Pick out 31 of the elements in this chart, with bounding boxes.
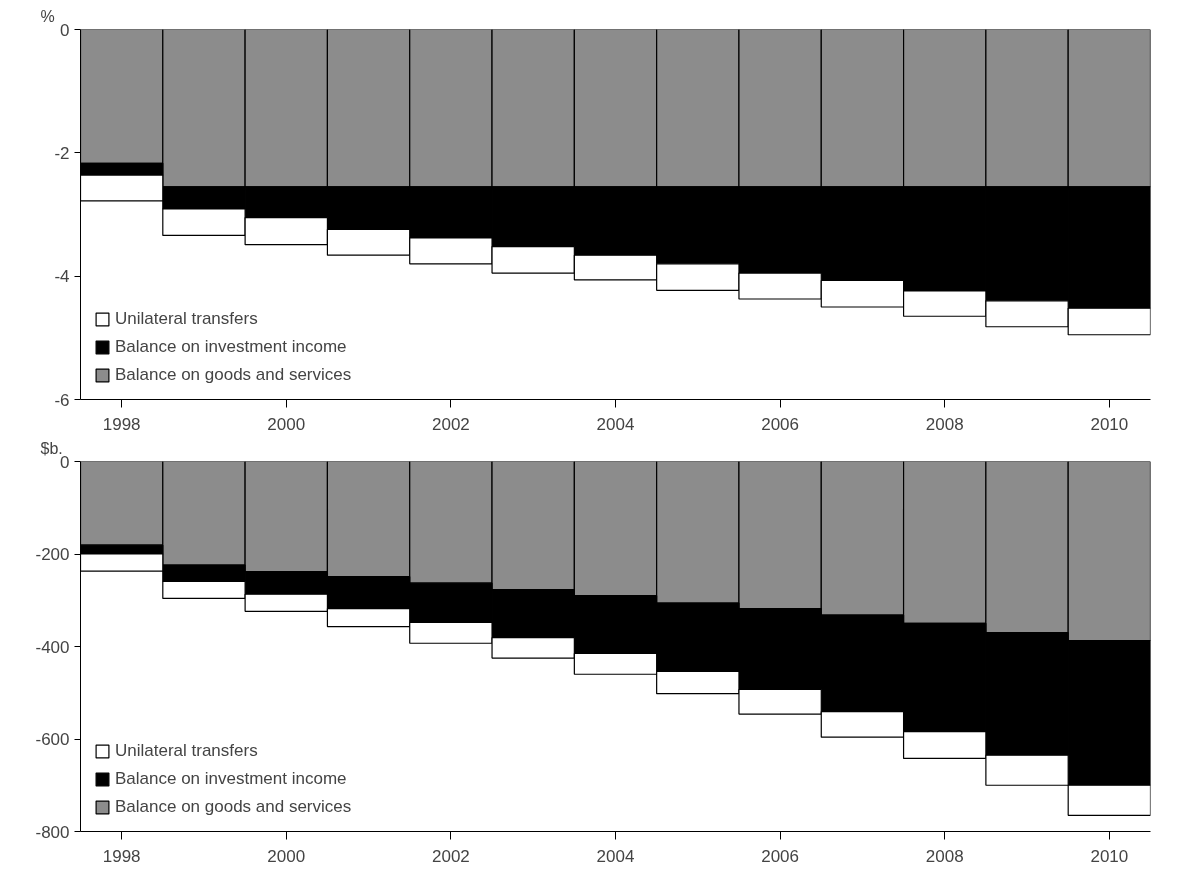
y-axis-title: $b. bbox=[40, 439, 63, 457]
legend-label: Balance on goods and services bbox=[115, 797, 352, 817]
legend-label: Unilateral transfers bbox=[115, 741, 258, 761]
y-tick-label: -6 bbox=[54, 390, 70, 410]
x-tick-label: 2002 bbox=[431, 846, 470, 866]
y-tick-label: 0 bbox=[60, 20, 70, 40]
y-tick-label: -600 bbox=[35, 730, 70, 749]
y-tick-label: -800 bbox=[35, 822, 70, 842]
legend-label: Balance on goods and services bbox=[115, 365, 352, 385]
x-tick-label: 2006 bbox=[761, 846, 800, 866]
legend-label: Balance on investment income bbox=[115, 769, 347, 789]
y-tick-label: -2 bbox=[54, 143, 70, 163]
x-tick-label: 2004 bbox=[596, 414, 635, 434]
x-tick-label: 2000 bbox=[267, 846, 306, 866]
legend-label: Unilateral transfers bbox=[115, 309, 258, 329]
legend-label: Balance on investment income bbox=[115, 337, 347, 357]
y-tick-label: -400 bbox=[35, 637, 70, 657]
x-tick-label: 1998 bbox=[102, 846, 141, 866]
y-tick-label: 0 bbox=[60, 452, 70, 472]
y-axis-title: % bbox=[40, 7, 55, 25]
x-tick-label: 2008 bbox=[925, 846, 964, 866]
x-tick-label: 2008 bbox=[925, 414, 964, 434]
y-tick-label: -4 bbox=[54, 267, 70, 287]
x-tick-label: 2000 bbox=[267, 414, 306, 434]
x-tick-label: 2002 bbox=[431, 414, 470, 434]
y-tick-label: -200 bbox=[35, 545, 70, 564]
x-tick-label: 2010 bbox=[1090, 414, 1129, 434]
x-tick-label: 2010 bbox=[1090, 846, 1129, 866]
x-tick-label: 2004 bbox=[596, 846, 635, 866]
x-tick-label: 1998 bbox=[102, 414, 141, 434]
x-tick-label: 2006 bbox=[761, 414, 800, 434]
